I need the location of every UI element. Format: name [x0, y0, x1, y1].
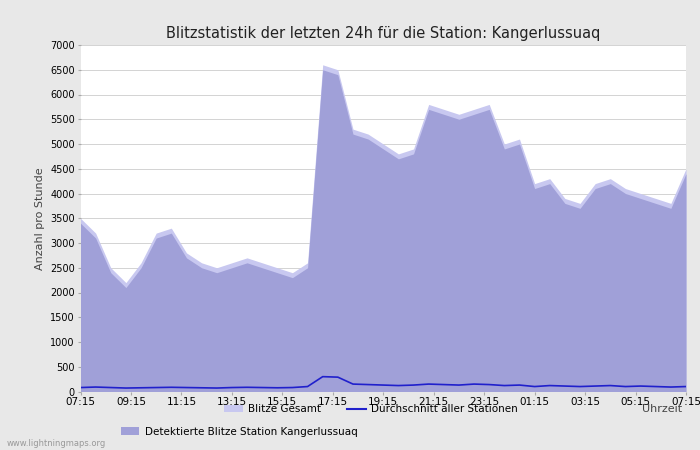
Text: Uhrzeit: Uhrzeit — [643, 404, 682, 414]
Legend: Blitze Gesamt, Durchschnitt aller Stationen: Blitze Gesamt, Durchschnitt aller Statio… — [224, 404, 518, 414]
Title: Blitzstatistik der letzten 24h für die Station: Kangerlussuaq: Blitzstatistik der letzten 24h für die S… — [166, 26, 601, 41]
Text: www.lightningmaps.org: www.lightningmaps.org — [7, 439, 106, 448]
Legend: Detektierte Blitze Station Kangerlussuaq: Detektierte Blitze Station Kangerlussuaq — [120, 427, 358, 436]
Y-axis label: Anzahl pro Stunde: Anzahl pro Stunde — [34, 167, 45, 270]
